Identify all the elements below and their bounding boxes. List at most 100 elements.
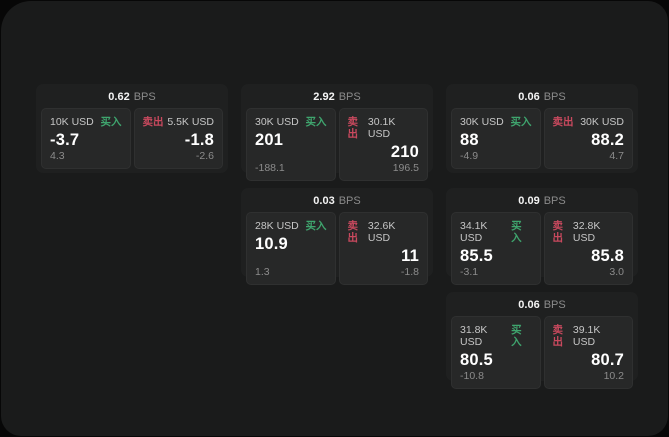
buy-price: 80.5 <box>460 351 493 369</box>
quote-cards-grid: 0.62 BPS 10K USD 买入 -3.7 4.3 卖出 5.5K USD… <box>36 84 638 389</box>
buy-side-label: 买入 <box>510 116 532 128</box>
sell-panel[interactable]: 卖出 30K USD 88.2 4.7 <box>543 108 633 169</box>
quote-card: 2.92 BPS 30K USD 买入 201 -188.1 卖出 30.1K … <box>241 84 433 181</box>
buy-side-label: 买入 <box>511 324 522 348</box>
sell-price: 210 <box>390 143 419 161</box>
bps-value: 0.06 <box>518 91 540 103</box>
sell-notional: 39.1K USD <box>572 324 601 348</box>
sell-notional: 32.8K USD <box>572 220 601 244</box>
quote-card: 0.06 BPS 30K USD 买入 88 -4.9 卖出 30K USD 8… <box>446 84 638 173</box>
sell-panel[interactable]: 卖出 32.8K USD 85.8 3.0 <box>543 212 633 285</box>
buy-delta: 4.3 <box>50 150 65 162</box>
buy-notional: 10K USD <box>50 116 94 128</box>
sell-panel-top: 卖出 39.1K USD <box>553 324 625 348</box>
buy-panel-top: 31.8K USD 买入 <box>460 324 532 348</box>
buy-delta: -10.8 <box>460 370 484 382</box>
quote-card: 0.03 BPS 28K USD 买入 10.9 1.3 卖出 32.6K US… <box>241 188 433 285</box>
sell-side-label: 卖出 <box>552 324 564 348</box>
buy-delta: -188.1 <box>255 162 285 174</box>
sell-delta: 3.0 <box>609 266 624 278</box>
sell-delta: 4.7 <box>609 150 624 162</box>
buy-delta: 1.3 <box>255 266 270 278</box>
bps-unit-label: BPS <box>338 91 361 103</box>
buy-panel-top: 28K USD 买入 <box>255 220 327 232</box>
sell-side-label: 卖出 <box>347 116 359 140</box>
quote-panels: 31.8K USD 买入 80.5 -10.8 卖出 39.1K USD 80.… <box>451 316 633 389</box>
sell-price: 80.7 <box>591 351 624 369</box>
buy-panel-top: 34.1K USD 买入 <box>460 220 532 244</box>
sell-notional: 30.1K USD <box>367 116 396 140</box>
quote-panels: 34.1K USD 买入 85.5 -3.1 卖出 32.8K USD 85.8… <box>451 212 633 285</box>
bps-value: 0.62 <box>108 91 130 103</box>
sell-delta: -2.6 <box>195 150 214 162</box>
sell-panel[interactable]: 卖出 32.6K USD 11 -1.8 <box>338 212 428 285</box>
sell-price: -1.8 <box>184 131 214 149</box>
sell-panel-top: 卖出 32.6K USD <box>348 220 420 244</box>
bps-unit-label: BPS <box>543 91 566 103</box>
bps-value: 0.06 <box>518 299 540 311</box>
buy-side-label: 买入 <box>100 116 122 128</box>
quote-card: 0.09 BPS 34.1K USD 买入 85.5 -3.1 卖出 32.8K… <box>446 188 638 285</box>
sell-notional: 30K USD <box>580 116 624 128</box>
buy-notional: 31.8K USD <box>460 324 488 348</box>
sell-panel[interactable]: 卖出 30.1K USD 210 196.5 <box>338 108 428 181</box>
sell-side-label: 卖出 <box>552 220 564 244</box>
buy-delta: -4.9 <box>460 150 479 162</box>
quote-panels: 30K USD 买入 88 -4.9 卖出 30K USD 88.2 4.7 <box>451 108 633 169</box>
bps-header: 0.09 BPS <box>451 192 633 210</box>
sell-price: 88.2 <box>591 131 624 149</box>
bps-unit-label: BPS <box>338 195 361 207</box>
bps-unit-label: BPS <box>543 195 566 207</box>
sell-panel-top: 卖出 5.5K USD <box>143 116 215 128</box>
sell-delta: 10.2 <box>603 370 624 382</box>
bps-header: 0.06 BPS <box>451 88 633 106</box>
sell-price: 85.8 <box>591 247 624 265</box>
bps-value: 0.09 <box>518 195 540 207</box>
sell-panel[interactable]: 卖出 5.5K USD -1.8 -2.6 <box>133 108 223 169</box>
sell-panel-top: 卖出 30.1K USD <box>348 116 420 140</box>
buy-price: 201 <box>255 131 284 149</box>
buy-delta: -3.1 <box>460 266 479 278</box>
bps-value: 2.92 <box>313 91 335 103</box>
sell-side-label: 卖出 <box>347 220 359 244</box>
buy-panel[interactable]: 28K USD 买入 10.9 1.3 <box>246 212 336 285</box>
bps-header: 0.03 BPS <box>246 192 428 210</box>
quote-panels: 30K USD 买入 201 -188.1 卖出 30.1K USD 210 1… <box>246 108 428 181</box>
buy-notional: 30K USD <box>460 116 504 128</box>
buy-side-label: 买入 <box>305 116 327 128</box>
sell-notional: 5.5K USD <box>167 116 214 128</box>
bps-unit-label: BPS <box>133 91 156 103</box>
buy-panel-top: 30K USD 买入 <box>255 116 327 128</box>
bps-unit-label: BPS <box>543 299 566 311</box>
sell-price: 11 <box>401 247 419 265</box>
sell-delta: -1.8 <box>400 266 419 278</box>
buy-panel[interactable]: 10K USD 买入 -3.7 4.3 <box>41 108 131 169</box>
buy-price: 85.5 <box>460 247 493 265</box>
buy-price: 88 <box>460 131 479 149</box>
sell-delta: 196.5 <box>392 162 419 174</box>
bps-header: 0.62 BPS <box>41 88 223 106</box>
quote-card: 0.62 BPS 10K USD 买入 -3.7 4.3 卖出 5.5K USD… <box>36 84 228 173</box>
sell-notional: 32.6K USD <box>367 220 396 244</box>
bps-header: 0.06 BPS <box>451 296 633 314</box>
bps-value: 0.03 <box>313 195 335 207</box>
bps-header: 2.92 BPS <box>246 88 428 106</box>
buy-panel[interactable]: 31.8K USD 买入 80.5 -10.8 <box>451 316 541 389</box>
buy-price: -3.7 <box>50 131 80 149</box>
sell-panel-top: 卖出 30K USD <box>553 116 625 128</box>
buy-notional: 34.1K USD <box>460 220 488 244</box>
buy-panel-top: 10K USD 买入 <box>50 116 122 128</box>
sell-panel-top: 卖出 32.8K USD <box>553 220 625 244</box>
sell-panel[interactable]: 卖出 39.1K USD 80.7 10.2 <box>543 316 633 389</box>
buy-panel[interactable]: 34.1K USD 买入 85.5 -3.1 <box>451 212 541 285</box>
buy-panel[interactable]: 30K USD 买入 88 -4.9 <box>451 108 541 169</box>
buy-panel-top: 30K USD 买入 <box>460 116 532 128</box>
buy-side-label: 买入 <box>511 220 522 244</box>
buy-notional: 28K USD <box>255 220 299 232</box>
buy-price: 10.9 <box>255 235 288 253</box>
buy-panel[interactable]: 30K USD 买入 201 -188.1 <box>246 108 336 181</box>
quote-panels: 10K USD 买入 -3.7 4.3 卖出 5.5K USD -1.8 -2.… <box>41 108 223 169</box>
buy-side-label: 买入 <box>305 220 327 232</box>
